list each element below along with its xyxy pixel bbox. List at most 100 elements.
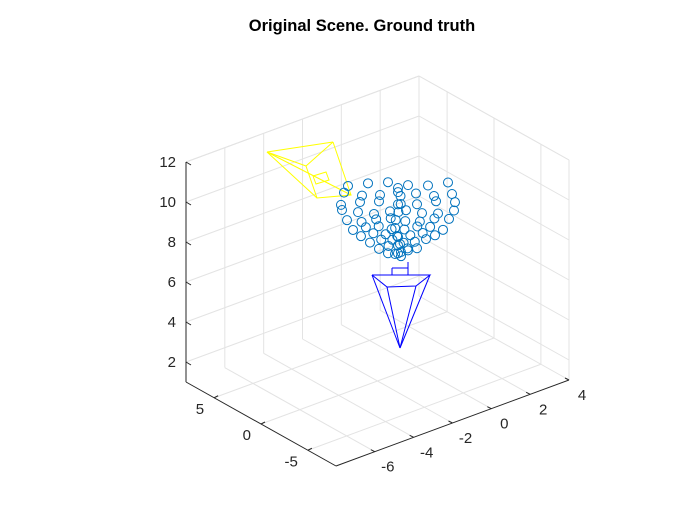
camera-2-edge: [399, 274, 431, 349]
data-point: [390, 223, 401, 233]
data-point: [430, 230, 440, 241]
z-tick-label: 2: [168, 354, 176, 371]
y-tick-mark: [213, 395, 219, 399]
data-point: [401, 205, 411, 216]
data-point: [342, 215, 352, 226]
y-tick-mark: [307, 447, 313, 451]
data-point: [355, 197, 365, 208]
grid-line: [418, 155, 570, 241]
camera-1-edge: [266, 151, 352, 196]
data-point: [396, 251, 406, 262]
z-tick-mark: [185, 321, 192, 326]
data-point: [438, 224, 448, 235]
data-point: [421, 234, 431, 245]
data-point: [375, 189, 385, 200]
grid-line: [418, 195, 570, 281]
data-point: [400, 216, 411, 227]
data-point: [433, 208, 443, 219]
data-point: [395, 191, 406, 201]
data-point: [395, 199, 406, 209]
data-point: [417, 228, 428, 239]
y-tick-mark: [260, 421, 266, 425]
y-tick-label: -5: [285, 453, 298, 470]
x-tick-mark: [487, 406, 492, 410]
data-point: [385, 206, 395, 217]
data-point: [374, 243, 384, 254]
axis-layer: [185, 161, 570, 467]
data-point: [363, 178, 373, 189]
camera-2-edge: [399, 285, 417, 349]
data-point: [431, 196, 441, 207]
x-tick-mark: [448, 420, 453, 424]
z-tick-label: 6: [168, 274, 176, 291]
data-point: [449, 205, 459, 216]
grid-line: [185, 235, 420, 323]
data-point: [336, 199, 346, 210]
data-point: [395, 247, 406, 257]
data-point: [412, 221, 423, 232]
grid-line: [260, 337, 495, 425]
camera-2-edge: [371, 274, 401, 349]
grid-line: [418, 275, 570, 361]
data-point: [356, 231, 366, 242]
grid-layer: [185, 75, 570, 453]
x-tick-mark: [564, 377, 570, 381]
grid-line: [418, 115, 570, 201]
data-point: [394, 239, 405, 249]
x-tick-label: 4: [578, 387, 586, 404]
x-tick-label: -2: [459, 430, 472, 447]
data-point: [425, 221, 436, 232]
data-point: [409, 236, 420, 247]
label-layer: -6 -4 -2 0 2 4 5 0 -5 2 4 6 8 10 12: [159, 154, 586, 476]
data-point: [450, 197, 460, 208]
camera-2-marker: [391, 267, 409, 276]
data-point: [390, 215, 401, 225]
camera-1-edge: [266, 151, 318, 199]
data-point: [443, 177, 453, 188]
data-point: [373, 221, 384, 232]
x-tick-mark: [525, 391, 531, 395]
camera-layer: [266, 141, 432, 349]
data-point: [365, 237, 375, 248]
z-tick-label: 4: [168, 314, 176, 331]
y-tick-label: 0: [243, 427, 251, 444]
data-point: [369, 208, 379, 219]
data-point: [414, 216, 425, 227]
data-point: [411, 188, 421, 199]
z-tick-label: 10: [159, 194, 176, 211]
data-point: [429, 213, 440, 224]
camera-1-marker: [312, 171, 330, 185]
data-point: [390, 249, 400, 260]
y-tick-label: 5: [196, 401, 204, 418]
grid-line: [418, 235, 570, 321]
grid-edge: [418, 75, 570, 161]
data-point: [399, 224, 410, 235]
grid-edge: [185, 75, 420, 163]
x-tick-mark: [370, 449, 376, 453]
data-point: [360, 222, 371, 233]
z-tick-label: 12: [159, 154, 176, 171]
x-tick-label: 0: [500, 416, 508, 433]
x-tick-label: -6: [381, 459, 394, 476]
data-point: [412, 199, 422, 210]
camera-1-edge: [266, 141, 334, 153]
data-point: [353, 207, 363, 218]
z-tick-mark: [185, 241, 192, 246]
x-tick-label: -4: [420, 444, 433, 461]
data-point: [403, 245, 413, 256]
data-point: [383, 248, 393, 259]
data-point: [385, 213, 396, 224]
data-point: [383, 177, 393, 188]
grid-line: [185, 115, 420, 203]
data-point: [337, 205, 347, 216]
data-point: [429, 190, 439, 201]
chart-title: Original Scene. Ground truth: [249, 17, 475, 35]
data-point: [405, 230, 416, 241]
data-point: [444, 213, 454, 224]
z-tick-mark: [185, 201, 192, 206]
data-point: [423, 180, 433, 191]
x-tick-label: 2: [539, 401, 547, 418]
z-tick-mark: [185, 361, 192, 366]
